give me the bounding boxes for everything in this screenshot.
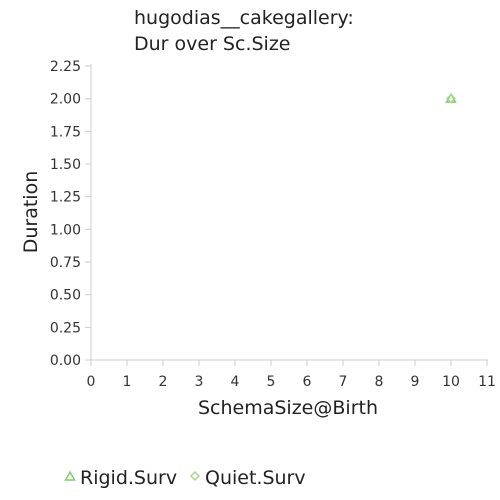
- y-axis-label: Duration: [20, 171, 42, 254]
- x-tick-label: 3: [195, 374, 204, 390]
- triangle-icon: [64, 470, 76, 481]
- chart-title-line-2: Dur over Sc.Size: [134, 33, 290, 55]
- diamond-icon: [189, 470, 201, 482]
- data-point-quiet-surv[interactable]: [445, 93, 457, 104]
- y-tick-label: 1.00: [50, 222, 81, 238]
- x-tick-label: 5: [267, 374, 276, 390]
- legend-label-quiet-surv: Quiet.Surv: [205, 467, 306, 489]
- legend: Rigid.Surv Quiet.Surv: [64, 467, 306, 489]
- x-tick-label: 2: [159, 374, 168, 390]
- x-tick-label: 0: [87, 374, 96, 390]
- y-tick-label: 2.00: [50, 92, 81, 108]
- axes: [90, 64, 488, 361]
- y-axis-ticks: 0.00 0.25 0.50 0.75 1.00 1.25 1.50 1.75 2.00 2.25: [50, 59, 91, 369]
- y-tick-label: 0.25: [50, 320, 81, 336]
- y-tick-label: 1.75: [50, 124, 81, 140]
- x-tick-label: 1: [123, 374, 132, 390]
- legend-item-quiet-surv[interactable]: Quiet.Surv: [189, 467, 306, 489]
- y-tick-label: 1.50: [50, 157, 81, 173]
- x-tick-label: 10: [442, 374, 460, 390]
- x-tick-label: 7: [339, 374, 348, 390]
- x-tick-label: 4: [231, 374, 240, 390]
- y-tick-label: 1.25: [50, 190, 81, 206]
- x-tick-label: 6: [303, 374, 312, 390]
- y-tick-label: 2.25: [50, 59, 81, 75]
- x-tick-label: 8: [375, 374, 384, 390]
- x-axis-label: SchemaSize@Birth: [198, 397, 378, 419]
- chart-title-line-1: hugodias__cakegallery:: [134, 7, 354, 29]
- data-points: [445, 92, 457, 104]
- x-tick-label: 9: [411, 374, 420, 390]
- legend-label-rigid-surv: Rigid.Surv: [80, 467, 177, 489]
- y-tick-label: 0.50: [50, 288, 81, 304]
- legend-item-rigid-surv[interactable]: Rigid.Surv: [64, 467, 178, 489]
- x-axis-ticks: 0 1 2 3 4 5 6 7 8 9 10 11: [87, 360, 496, 390]
- chart-title: hugodias__cakegallery: Dur over Sc.Size: [134, 7, 354, 55]
- y-tick-label: 0.00: [50, 353, 81, 369]
- x-tick-label: 11: [478, 374, 496, 390]
- y-tick-label: 0.75: [50, 255, 81, 271]
